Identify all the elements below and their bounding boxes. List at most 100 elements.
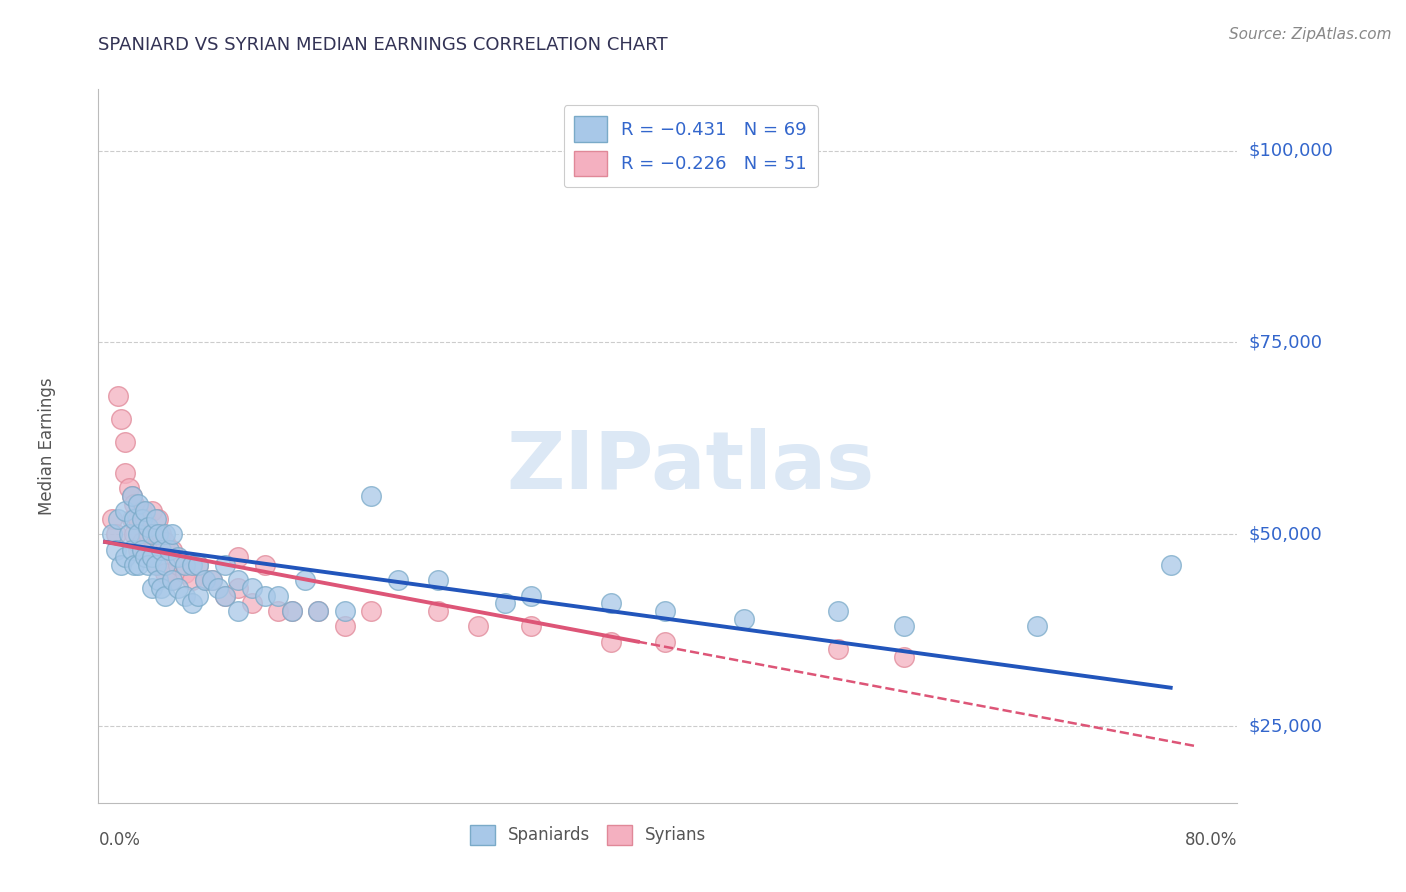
Point bbox=[194, 574, 217, 588]
Point bbox=[124, 558, 146, 572]
Point bbox=[226, 604, 249, 618]
Point bbox=[148, 574, 170, 588]
Point bbox=[141, 550, 163, 565]
Point bbox=[136, 558, 159, 572]
Point bbox=[226, 581, 249, 595]
Point bbox=[153, 589, 176, 603]
Point bbox=[141, 504, 163, 518]
Point bbox=[194, 574, 217, 588]
Point bbox=[114, 435, 136, 450]
Point bbox=[145, 512, 167, 526]
Point bbox=[201, 574, 224, 588]
Point bbox=[110, 558, 132, 572]
Point bbox=[118, 481, 141, 495]
Point bbox=[180, 574, 202, 588]
Point bbox=[180, 596, 202, 610]
Text: $50,000: $50,000 bbox=[1249, 525, 1322, 543]
Point bbox=[160, 574, 183, 588]
Text: $25,000: $25,000 bbox=[1249, 717, 1323, 735]
Point bbox=[253, 589, 276, 603]
Point bbox=[280, 604, 302, 618]
Point bbox=[114, 550, 136, 565]
Point bbox=[226, 550, 249, 565]
Text: $100,000: $100,000 bbox=[1249, 142, 1333, 160]
Point bbox=[157, 542, 180, 557]
Point bbox=[150, 527, 173, 541]
Point bbox=[153, 527, 176, 541]
Point bbox=[174, 558, 197, 572]
Point bbox=[600, 596, 623, 610]
Point bbox=[148, 558, 170, 572]
Point bbox=[134, 542, 156, 557]
Point bbox=[131, 504, 153, 518]
Point bbox=[654, 604, 676, 618]
Point bbox=[114, 466, 136, 480]
Point bbox=[333, 604, 356, 618]
Point bbox=[187, 589, 209, 603]
Text: 80.0%: 80.0% bbox=[1185, 831, 1237, 849]
Point bbox=[100, 527, 122, 541]
Point bbox=[226, 574, 249, 588]
Point bbox=[174, 566, 197, 580]
Point bbox=[127, 542, 149, 557]
Point bbox=[214, 589, 236, 603]
Point bbox=[118, 527, 141, 541]
Point bbox=[121, 489, 143, 503]
Point bbox=[733, 612, 755, 626]
Text: ZIPatlas: ZIPatlas bbox=[506, 428, 875, 507]
Point bbox=[131, 542, 153, 557]
Point bbox=[121, 489, 143, 503]
Point bbox=[253, 558, 276, 572]
Point bbox=[160, 542, 183, 557]
Point bbox=[307, 604, 329, 618]
Point bbox=[387, 574, 409, 588]
Point bbox=[187, 558, 209, 572]
Point bbox=[141, 542, 163, 557]
Point bbox=[127, 527, 149, 541]
Point bbox=[124, 512, 146, 526]
Point bbox=[467, 619, 489, 633]
Point bbox=[294, 574, 316, 588]
Point bbox=[124, 527, 146, 541]
Point bbox=[240, 596, 263, 610]
Point bbox=[267, 589, 290, 603]
Point bbox=[134, 512, 156, 526]
Point bbox=[114, 504, 136, 518]
Text: SPANIARD VS SYRIAN MEDIAN EARNINGS CORRELATION CHART: SPANIARD VS SYRIAN MEDIAN EARNINGS CORRE… bbox=[98, 36, 668, 54]
Text: Median Earnings: Median Earnings bbox=[38, 377, 56, 515]
Point bbox=[131, 535, 153, 549]
Legend: Spaniards, Syrians: Spaniards, Syrians bbox=[463, 818, 713, 852]
Point bbox=[145, 558, 167, 572]
Point bbox=[145, 527, 167, 541]
Point bbox=[150, 542, 173, 557]
Point bbox=[520, 619, 543, 633]
Point bbox=[600, 634, 623, 648]
Point bbox=[307, 604, 329, 618]
Point bbox=[121, 512, 143, 526]
Point bbox=[127, 512, 149, 526]
Point bbox=[201, 574, 224, 588]
Point bbox=[134, 550, 156, 565]
Point bbox=[167, 550, 190, 565]
Point bbox=[427, 604, 450, 618]
Point bbox=[1026, 619, 1049, 633]
Text: Source: ZipAtlas.com: Source: ZipAtlas.com bbox=[1229, 27, 1392, 42]
Point bbox=[100, 512, 122, 526]
Point bbox=[174, 589, 197, 603]
Point bbox=[148, 512, 170, 526]
Point bbox=[104, 542, 127, 557]
Point bbox=[148, 527, 170, 541]
Point bbox=[127, 497, 149, 511]
Text: $75,000: $75,000 bbox=[1249, 334, 1323, 351]
Point bbox=[136, 527, 159, 541]
Point bbox=[360, 489, 382, 503]
Text: 0.0%: 0.0% bbox=[98, 831, 141, 849]
Point bbox=[121, 542, 143, 557]
Point bbox=[827, 642, 849, 657]
Point bbox=[134, 504, 156, 518]
Point bbox=[110, 412, 132, 426]
Point bbox=[167, 581, 190, 595]
Point bbox=[180, 558, 202, 572]
Point bbox=[127, 558, 149, 572]
Point bbox=[214, 558, 236, 572]
